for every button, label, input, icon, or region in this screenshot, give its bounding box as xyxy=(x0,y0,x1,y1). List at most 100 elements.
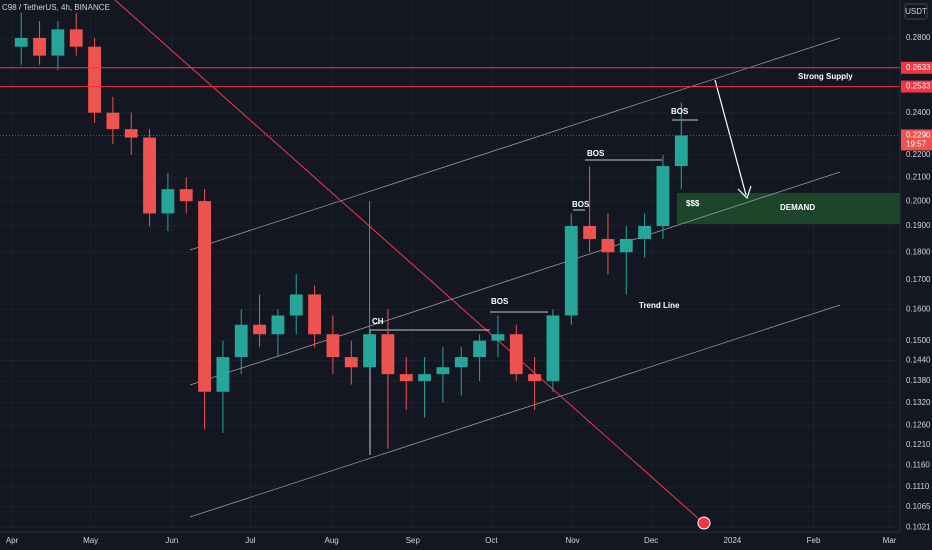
candle-body xyxy=(564,226,578,316)
channel-lower xyxy=(189,304,841,518)
channel-middle xyxy=(189,171,841,386)
x-tick-label: Aug xyxy=(324,536,338,545)
candle-body xyxy=(399,374,413,382)
axis-labels: 0.2800 0.2400 0.2200 0.2100 0.2000 0.1900 0.18… xyxy=(6,33,932,545)
annotation: $$$ xyxy=(686,199,700,208)
candle-body xyxy=(363,334,377,368)
arrow xyxy=(714,79,747,196)
annotation: BOS xyxy=(587,149,605,158)
annotation: DEMAND xyxy=(780,203,815,212)
candle-body xyxy=(289,294,303,316)
annotation: CH xyxy=(372,317,384,326)
candle-body xyxy=(491,334,505,341)
y-tick-label: 0.1700 xyxy=(906,275,931,284)
annotation: BOS xyxy=(491,297,509,306)
annotation: Trend Line xyxy=(639,301,680,310)
candle-body xyxy=(418,374,432,382)
x-tick-label: Jun xyxy=(165,536,178,545)
y-tick-label: 0.1210 xyxy=(906,440,931,449)
candle-body xyxy=(253,324,266,335)
y-tick-label: 0.1380 xyxy=(906,376,931,385)
x-tick-label: Dec xyxy=(644,536,658,545)
currency-box[interactable] xyxy=(904,3,928,20)
y-tick-label: 0.2200 xyxy=(906,150,931,159)
y-tick-label: 0.2000 xyxy=(906,196,931,205)
last-price-box xyxy=(901,129,932,151)
candle-body xyxy=(656,166,670,227)
candle-body xyxy=(198,201,211,392)
chart-title: C98 / TetherUS, 4h, BINANCE xyxy=(2,3,110,12)
candle-body xyxy=(326,334,340,358)
time-axis xyxy=(0,532,932,550)
candle-body xyxy=(381,334,395,375)
y-tick-label: 0.2400 xyxy=(906,108,931,117)
candles xyxy=(14,12,688,449)
candle-body xyxy=(509,334,523,375)
currency[interactable]: USDT xyxy=(905,7,927,16)
candle-body xyxy=(308,294,321,335)
candle-body xyxy=(88,46,101,113)
candle-body xyxy=(546,315,560,382)
x-tick-label: Jul xyxy=(245,536,255,545)
y-tick-label: 0.1260 xyxy=(906,420,931,429)
candle-body xyxy=(216,357,230,392)
candle-body xyxy=(161,189,175,214)
x-tick-label: Feb xyxy=(807,536,821,545)
x-tick-label: Apr xyxy=(6,536,19,545)
channel-upper xyxy=(189,37,841,251)
candle-body xyxy=(528,374,542,382)
candle-body xyxy=(69,29,83,47)
candle-body xyxy=(51,29,65,56)
candle-body xyxy=(234,324,248,358)
y-tick-label: 0.1021 xyxy=(906,522,931,531)
candle-body xyxy=(454,357,468,368)
candle-body xyxy=(473,340,487,358)
x-tick-label: Mar xyxy=(883,536,897,545)
y-tick-label: 0.1440 xyxy=(906,356,931,365)
annotation: BOS xyxy=(572,200,590,209)
last-price-label: 0.2290 xyxy=(906,131,931,140)
candle-body xyxy=(179,189,193,202)
demand-zone xyxy=(677,193,905,224)
x-tick-label: Sep xyxy=(406,536,421,545)
y-tick-label: 0.1500 xyxy=(906,336,931,345)
candle-body xyxy=(583,226,597,239)
level-label-box xyxy=(901,80,932,93)
candle-body xyxy=(271,315,285,335)
x-tick-label: May xyxy=(83,536,98,545)
candle-body xyxy=(619,238,633,253)
candle-body xyxy=(638,226,652,239)
x-tick-label: Oct xyxy=(485,536,498,545)
candle-body xyxy=(33,37,46,56)
candle-body xyxy=(124,129,138,138)
y-tick-label: 0.1900 xyxy=(906,221,931,230)
candle-body xyxy=(344,357,358,368)
y-tick-label: 0.1110 xyxy=(906,482,930,491)
candle-body xyxy=(436,367,450,375)
level-label: 0.2533 xyxy=(906,82,931,91)
annotation: BOS xyxy=(671,107,689,116)
candle-body xyxy=(601,238,615,253)
candle-body xyxy=(14,37,28,47)
arrow-head xyxy=(737,185,752,200)
candle-body xyxy=(674,135,688,167)
x-tick-label: 2024 xyxy=(723,536,741,545)
y-tick-label: 0.1320 xyxy=(906,398,931,407)
x-tick-label: Nov xyxy=(565,536,579,545)
level-label-box xyxy=(901,61,932,74)
y-tick-label: 0.1800 xyxy=(906,247,931,256)
y-tick-label: 0.1160 xyxy=(906,460,930,469)
event-icon[interactable] xyxy=(697,516,711,530)
y-tick-label: 0.1065 xyxy=(906,502,931,511)
annotation: Strong Supply xyxy=(798,72,853,81)
candle-body xyxy=(143,137,156,214)
level-label: 0.2633 xyxy=(906,63,931,72)
countdown: 19:57 xyxy=(906,140,927,149)
y-tick-label: 0.1600 xyxy=(906,304,931,313)
y-tick-label: 0.2100 xyxy=(906,173,931,182)
candle-body xyxy=(106,112,120,130)
y-tick-label: 0.2800 xyxy=(906,33,931,42)
levels xyxy=(0,67,900,136)
